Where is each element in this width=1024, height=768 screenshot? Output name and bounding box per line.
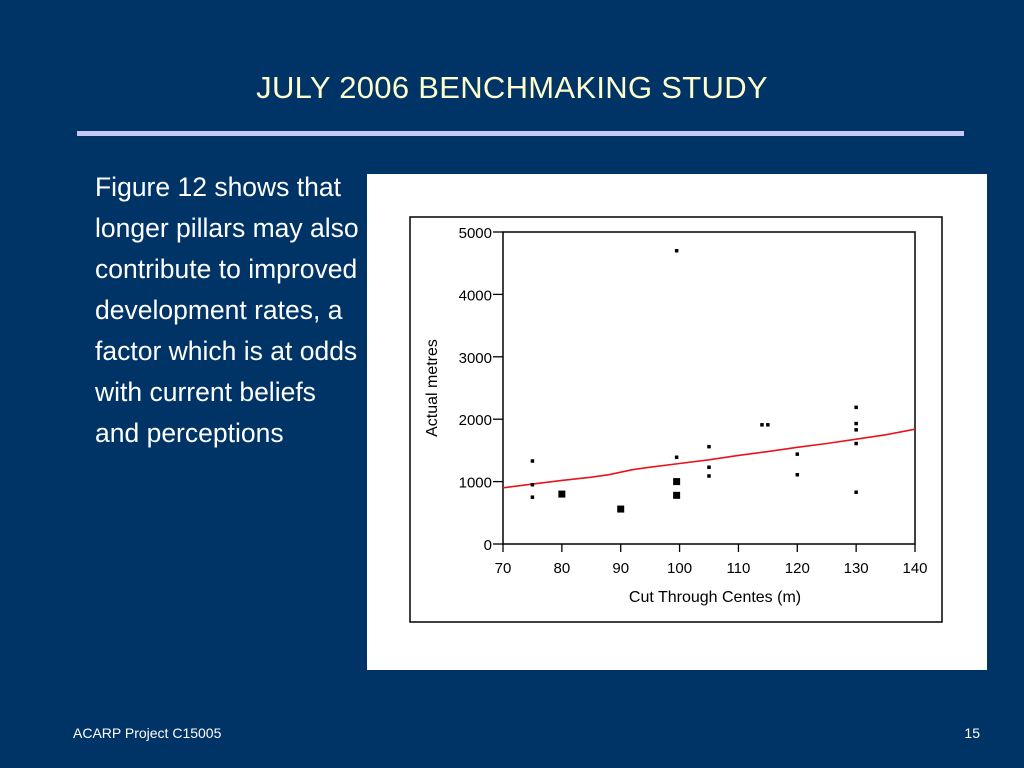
data-point xyxy=(673,478,681,486)
data-point xyxy=(674,455,679,460)
y-tick-label: 5000 xyxy=(459,225,492,242)
x-tick-label: 120 xyxy=(785,560,810,577)
x-tick-label: 80 xyxy=(554,560,571,577)
page-number: 15 xyxy=(964,725,980,741)
plot-area-frame xyxy=(502,231,916,545)
data-point xyxy=(530,482,535,487)
trend-line xyxy=(502,428,916,489)
data-point xyxy=(617,505,625,513)
data-point xyxy=(854,428,858,432)
y-axis-label: Actual metres xyxy=(424,339,441,437)
data-point xyxy=(854,421,858,426)
data-point xyxy=(760,423,764,427)
y-tick-label: 0 xyxy=(484,537,492,554)
data-point xyxy=(673,491,681,499)
data-point xyxy=(674,248,679,253)
data-point xyxy=(854,490,858,494)
y-tick-label: 2000 xyxy=(459,412,492,429)
y-tick-label: 3000 xyxy=(459,350,492,367)
data-point xyxy=(766,423,770,427)
x-tick-label: 90 xyxy=(612,560,629,577)
data-point xyxy=(707,444,711,449)
data-point xyxy=(530,495,535,499)
y-tick-label: 4000 xyxy=(459,287,492,304)
x-tick-label: 110 xyxy=(726,560,750,577)
data-point xyxy=(558,490,566,498)
x-axis-label: Cut Through Centes (m) xyxy=(629,589,801,606)
x-tick-label: 140 xyxy=(902,560,927,577)
scatter-chart: 0 1000 2000 3000 4000 5000 70 80 90 100 110 120 130 1… xyxy=(409,216,943,623)
footer-project-label: ACARP Project C15005 xyxy=(73,725,222,741)
data-point xyxy=(707,474,711,478)
slide-title: JULY 2006 BENCHMAKING STUDY xyxy=(256,70,768,105)
data-point xyxy=(854,405,858,410)
data-point xyxy=(795,472,800,477)
chart-panel: 0 1000 2000 3000 4000 5000 70 80 90 100 110 120 130 1… xyxy=(367,174,987,670)
x-tick-label: 130 xyxy=(844,560,869,577)
body-text: Figure 12 shows that longer pillars may … xyxy=(95,172,359,448)
chart-outer-frame xyxy=(409,216,943,623)
x-tick-label: 70 xyxy=(495,560,512,577)
data-point xyxy=(854,441,858,446)
title-divider xyxy=(77,131,964,136)
y-tick-label: 1000 xyxy=(459,475,492,492)
data-point xyxy=(707,465,711,469)
data-point xyxy=(795,452,800,456)
data-point xyxy=(530,459,535,463)
x-tick-label: 100 xyxy=(667,560,692,577)
